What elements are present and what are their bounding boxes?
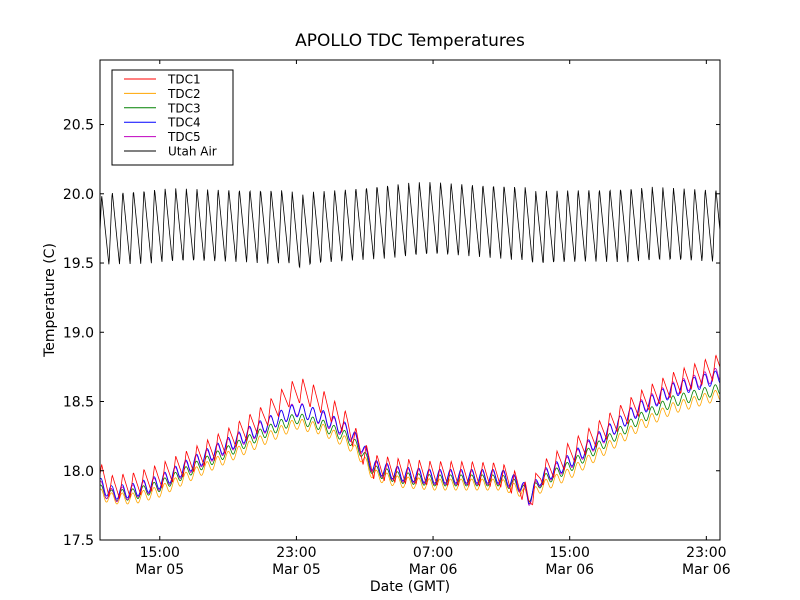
legend-label: TDC1 xyxy=(167,73,201,87)
y-tick-label: 19.5 xyxy=(63,256,94,272)
y-tick-label: 17.5 xyxy=(63,533,94,549)
x-tick-time-label: 23:00 xyxy=(686,545,726,561)
x-tick-time-label: 07:00 xyxy=(413,545,453,561)
legend-label: Utah Air xyxy=(168,145,217,159)
series-line-tdc3 xyxy=(100,384,720,502)
x-tick-date-label: Mar 05 xyxy=(135,562,184,578)
legend-label: TDC5 xyxy=(167,130,201,144)
series-line-tdc1 xyxy=(100,354,720,506)
x-tick-time-label: 15:00 xyxy=(140,545,180,561)
legend-label: TDC2 xyxy=(167,87,201,101)
series-line-tdc4 xyxy=(100,370,720,505)
x-tick-date-label: Mar 05 xyxy=(272,562,321,578)
series-layer xyxy=(100,182,720,506)
y-tick-label: 20.5 xyxy=(63,118,94,134)
series-line-utah-air xyxy=(100,182,720,269)
x-tick-time-label: 15:00 xyxy=(550,545,590,561)
y-tick-label: 18.0 xyxy=(63,464,94,480)
y-tick-label: 19.0 xyxy=(63,325,94,341)
x-tick-date-label: Mar 06 xyxy=(409,562,458,578)
y-axis-label: Temperature (C) xyxy=(42,243,58,358)
series-line-tdc2 xyxy=(100,390,720,505)
legend-label: TDC4 xyxy=(167,116,201,130)
y-tick-label: 18.5 xyxy=(63,395,94,411)
x-tick-date-label: Mar 06 xyxy=(682,562,731,578)
y-tick-label: 20.0 xyxy=(63,187,94,203)
x-tick-date-label: Mar 06 xyxy=(545,562,594,578)
chart-title: APOLLO TDC Temperatures xyxy=(295,31,525,51)
legend-box xyxy=(111,69,234,166)
x-tick-time-label: 23:00 xyxy=(276,545,316,561)
plot-frame xyxy=(99,59,721,541)
legend-label: TDC3 xyxy=(167,101,201,115)
x-axis-label: Date (GMT) xyxy=(370,579,450,595)
